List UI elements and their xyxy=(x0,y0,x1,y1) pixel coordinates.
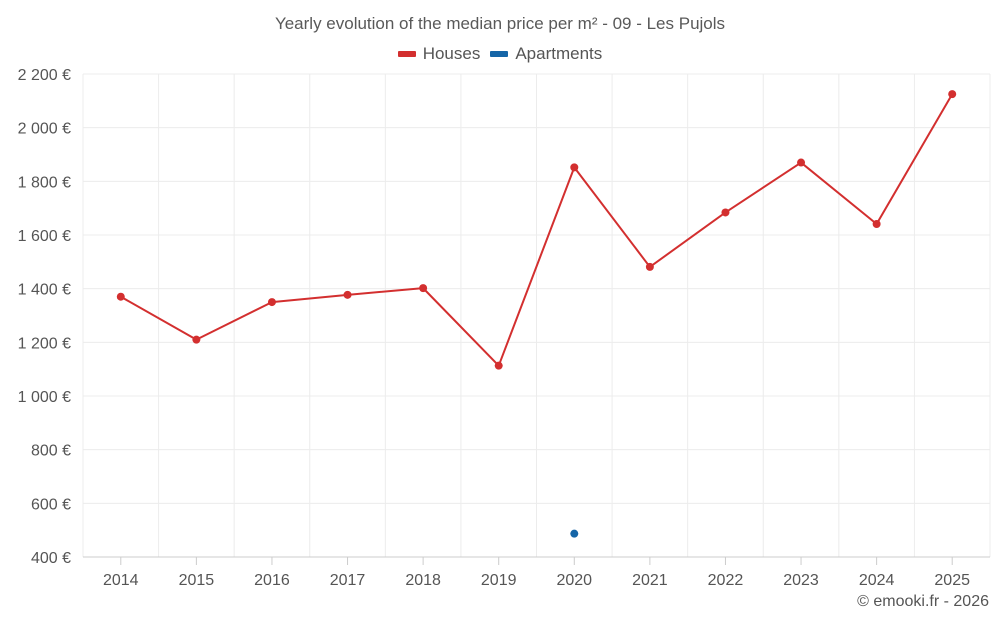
x-tick-label: 2018 xyxy=(405,572,441,589)
legend-swatch-apartments xyxy=(490,51,509,57)
legend-swatch-houses xyxy=(397,51,416,57)
chart-legend: Houses Apartments xyxy=(0,44,1000,64)
legend-item-apartments[interactable]: Apartments xyxy=(490,44,602,64)
series-line-houses xyxy=(120,93,954,367)
data-point-houses xyxy=(721,208,730,217)
data-point-houses xyxy=(343,290,352,299)
chart-title: Yearly evolution of the median price per… xyxy=(274,14,726,33)
data-point-houses xyxy=(948,90,957,99)
x-tick-label: 2019 xyxy=(481,572,517,589)
x-tick-label: 2015 xyxy=(179,572,215,589)
data-point-houses xyxy=(192,335,201,344)
x-tick-label: 2020 xyxy=(556,572,592,589)
y-tick-label: 1 200 € xyxy=(18,335,71,352)
data-point-houses xyxy=(645,262,654,271)
data-point-houses xyxy=(570,163,579,172)
data-point-houses xyxy=(267,298,276,307)
data-point-houses xyxy=(872,219,881,228)
y-tick-label: 1 400 € xyxy=(18,282,71,299)
y-tick-label: 2 000 € xyxy=(18,121,71,138)
legend-label-houses: Houses xyxy=(422,44,481,63)
y-tick-label: 2 200 € xyxy=(18,67,71,84)
data-point-houses xyxy=(494,361,503,370)
x-tick-label: 2025 xyxy=(934,572,970,589)
data-point-apartments xyxy=(570,529,579,538)
x-tick-label: 2022 xyxy=(708,572,744,589)
legend-label-apartments: Apartments xyxy=(515,44,603,63)
y-tick-label: 1 000 € xyxy=(18,389,71,406)
y-tick-label: 1 600 € xyxy=(18,228,71,245)
x-tick-label: 2014 xyxy=(103,572,139,589)
x-tick-label: 2016 xyxy=(254,572,290,589)
y-tick-label: 600 € xyxy=(31,496,71,513)
data-point-houses xyxy=(797,158,806,167)
x-tick-label: 2017 xyxy=(330,572,366,589)
x-tick-label: 2023 xyxy=(783,572,819,589)
data-point-houses xyxy=(116,292,125,301)
x-tick-label: 2021 xyxy=(632,572,668,589)
copyright-credit: © emooki.fr - 2026 xyxy=(857,593,989,610)
legend-item-houses[interactable]: Houses xyxy=(397,44,481,64)
data-point-houses xyxy=(419,284,428,293)
y-tick-label: 800 € xyxy=(31,443,71,460)
y-tick-label: 1 800 € xyxy=(18,174,71,191)
x-tick-label: 2024 xyxy=(859,572,895,589)
y-tick-label: 400 € xyxy=(31,550,71,567)
